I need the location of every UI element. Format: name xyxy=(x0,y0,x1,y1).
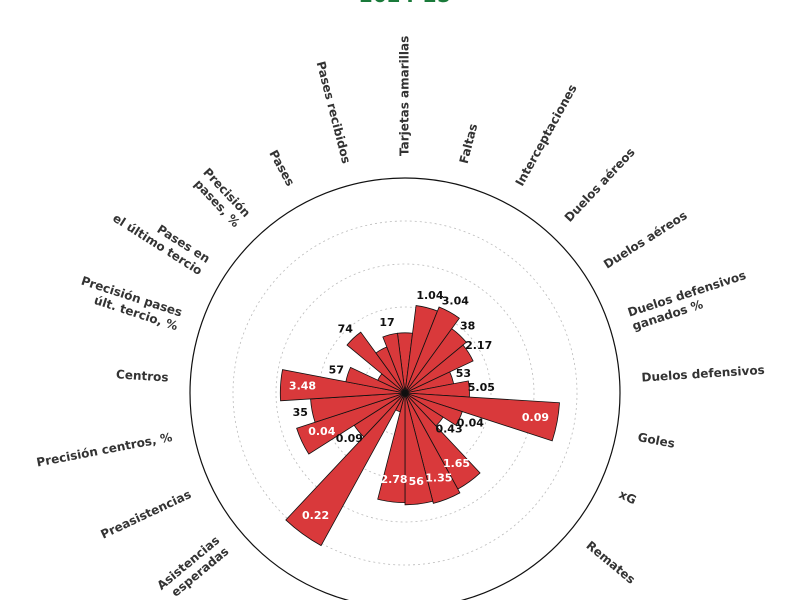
value-label: 0.43 xyxy=(435,422,462,435)
category-label: Remates xyxy=(583,538,637,586)
category-label: Pases recibidos xyxy=(314,60,354,165)
category-label: Duelos defensivosganados % xyxy=(626,268,752,333)
category-label: Duelos aéreos xyxy=(562,145,638,225)
category-label: Precisión pasesúlt. tercio, % xyxy=(75,273,184,333)
grid-ring xyxy=(232,220,578,566)
value-label: 0.22 xyxy=(302,509,329,522)
category-label: Precisión centros, % xyxy=(35,430,173,470)
value-label: 57 xyxy=(329,364,344,377)
bar xyxy=(382,332,406,394)
value-label: 35 xyxy=(293,406,308,419)
bar xyxy=(346,331,406,394)
chart-title: 2024-25 xyxy=(359,0,451,7)
value-label: 17 xyxy=(379,316,394,329)
value-label: 74 xyxy=(338,322,354,335)
category-label: Asistenciasesperadas xyxy=(154,533,231,600)
bar xyxy=(345,366,406,394)
value-label: 1.35 xyxy=(425,471,452,484)
category-label: xG xyxy=(617,487,639,507)
bar xyxy=(404,392,463,426)
value-label: 5.05 xyxy=(468,381,495,394)
category-label: Interceptaciones xyxy=(513,82,580,188)
bar xyxy=(404,306,460,394)
category-label: Duelos defensivos xyxy=(641,363,765,385)
bar xyxy=(404,392,461,504)
category-label: Pases xyxy=(266,148,297,189)
value-label: 0.09 xyxy=(336,432,363,445)
category-label: Precisiónpases, % xyxy=(190,165,253,230)
bar xyxy=(404,328,467,394)
value-label: 1.65 xyxy=(443,457,470,470)
value-label: 2.78 xyxy=(380,473,407,486)
category-label: Pases enel último tercio xyxy=(110,198,212,277)
value-label: 3.48 xyxy=(289,380,316,393)
category-label: Faltas xyxy=(457,122,481,165)
grid-ring xyxy=(318,306,492,480)
value-label: 0.04 xyxy=(457,417,484,430)
value-label: 56 xyxy=(409,475,425,488)
category-label: Centros xyxy=(116,367,169,384)
bar xyxy=(296,392,406,455)
value-label: 3.04 xyxy=(442,294,469,307)
category-label: Duelos aéreos xyxy=(601,208,690,271)
value-label: 0.04 xyxy=(308,425,335,438)
value-label: 2.17 xyxy=(465,339,492,352)
outer-ring xyxy=(189,177,621,600)
grid-ring xyxy=(275,263,535,523)
bar xyxy=(285,392,406,547)
bar xyxy=(404,392,434,506)
value-label: 38 xyxy=(460,319,475,332)
bar xyxy=(279,369,406,402)
category-label: Preasistencias xyxy=(98,487,193,541)
category-label: Tarjetas amarillas xyxy=(398,36,412,156)
value-label: 1.04 xyxy=(416,289,443,302)
bar xyxy=(404,344,474,394)
value-label: 53 xyxy=(456,367,471,380)
category-label: Goles xyxy=(637,430,676,451)
bar xyxy=(377,392,406,504)
bar xyxy=(404,392,560,442)
value-label: 0.09 xyxy=(522,411,549,424)
